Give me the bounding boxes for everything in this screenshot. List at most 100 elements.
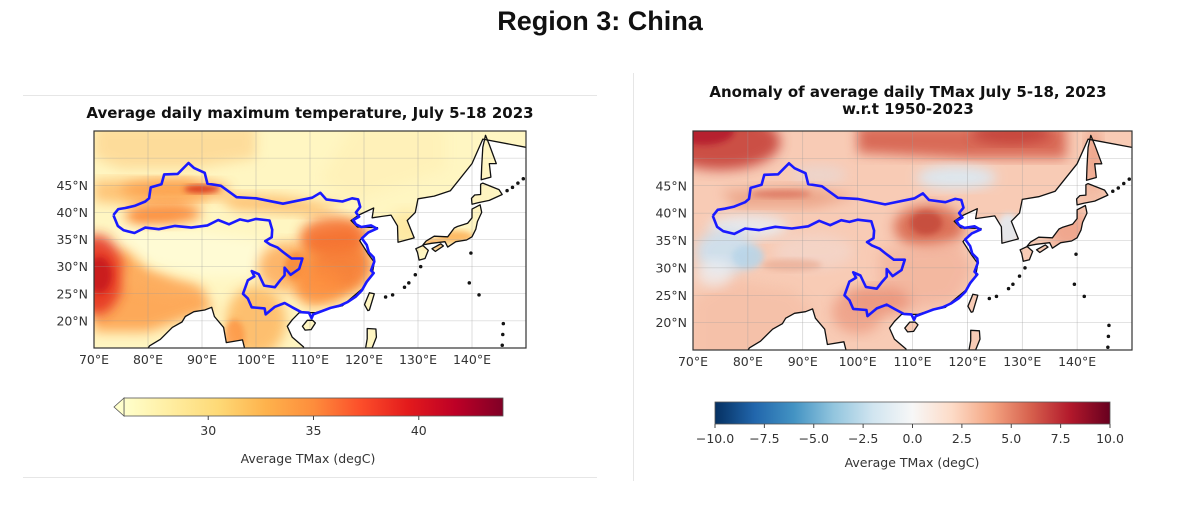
tmax-map: 70°E 80°E 90°E 100°E 110°E 120°E 130°E 140°E 45°…	[56, 130, 527, 367]
y-tick-label: 30°N	[56, 259, 88, 274]
field-patch	[761, 259, 822, 272]
colorbar-tick-label: −2.5	[848, 431, 878, 446]
colorbar-tick-label: 2.5	[952, 431, 972, 446]
island-dot	[501, 332, 505, 337]
island-dot	[390, 293, 395, 297]
anomaly-map: 70°E 80°E 90°E 100°E 110°E 120°E 130°E 140°E 45°…	[655, 130, 1133, 369]
field-patch	[750, 189, 811, 198]
x-tick-label: 120°E	[345, 352, 383, 367]
island-dot	[407, 281, 411, 285]
y-tick-label: 20°N	[56, 313, 88, 328]
anomaly-colorbar: −10.0 −7.5 −5.0 −2.5 0.0 2.5 5.0 7.5 10.0	[696, 401, 1124, 446]
y-tick-label: 40°N	[56, 205, 88, 220]
x-tick-label: 80°E	[733, 354, 763, 369]
island-dot	[1006, 286, 1011, 291]
coastline-island	[1035, 244, 1049, 254]
island-dot	[477, 293, 481, 297]
island-dot	[1107, 323, 1111, 328]
colorbar-tick-label: 0.0	[903, 431, 923, 446]
island-dot	[1017, 274, 1022, 278]
x-tick-label: 130°E	[399, 352, 437, 367]
coastline-island	[431, 243, 445, 253]
island-dot	[521, 176, 526, 181]
y-tick-label: 20°N	[655, 315, 687, 330]
right-chart-subtitle: w.r.t 1950-2023	[842, 100, 974, 118]
coastline-island	[904, 321, 919, 333]
colorbar-tick-label: 40	[411, 423, 427, 438]
island-dot	[413, 273, 418, 277]
x-tick-label: 140°E	[453, 352, 491, 367]
x-tick-label: 130°E	[1003, 354, 1041, 369]
map-frame	[692, 130, 1133, 351]
island-dot	[1111, 189, 1115, 193]
field-patch	[126, 266, 202, 300]
island-dot	[1023, 266, 1027, 270]
panel-divider	[633, 73, 634, 481]
colorbar-tick-label: 5.0	[1001, 431, 1021, 446]
right-chart-title: Anomaly of average daily TMax July 5-18,…	[709, 83, 1107, 101]
island-dot	[469, 251, 473, 255]
field-patch	[791, 164, 848, 185]
map-frame	[93, 130, 527, 349]
y-tick-label: 45°N	[655, 178, 687, 193]
colorbar-tick-label: −7.5	[749, 431, 779, 446]
tmax-colorbar: 30 35 40	[113, 397, 504, 438]
coastline-island	[968, 329, 981, 350]
colorbar-extend-min-arrow	[113, 397, 125, 417]
island-dot	[500, 343, 504, 348]
island-dot	[1122, 181, 1126, 186]
x-tick-label: 140°E	[1058, 354, 1096, 369]
colorbar-gradient	[714, 401, 1111, 425]
island-dot	[1127, 177, 1132, 181]
y-tick-label: 35°N	[56, 232, 88, 247]
colorbar-tick-label: 30	[200, 423, 216, 438]
left-chart-title: Average daily maximum temperature, July …	[86, 104, 534, 122]
island-dot	[1106, 345, 1110, 350]
coastline-island	[480, 134, 497, 181]
china-region-outline	[112, 161, 379, 320]
colorbar-tick-label: −10.0	[696, 431, 734, 446]
coastline-island	[1085, 134, 1103, 181]
coastline-island	[364, 327, 378, 348]
island-dot	[1074, 252, 1078, 256]
left-panel-top-rule	[23, 95, 597, 96]
colorbar-gradient	[123, 397, 504, 417]
y-tick-label: 40°N	[655, 206, 687, 221]
island-dot	[1082, 294, 1087, 299]
island-dot	[510, 185, 515, 190]
x-tick-label: 110°E	[893, 354, 931, 369]
island-dot	[467, 281, 472, 285]
island-dot	[994, 294, 999, 299]
x-tick-label: 110°E	[291, 352, 329, 367]
field-patch	[298, 266, 343, 299]
coastline-island	[967, 293, 979, 313]
island-dot	[383, 295, 388, 299]
island-dot	[1116, 186, 1121, 190]
colorbar-tick-label: 10.0	[1096, 431, 1124, 446]
coastline-island	[1019, 245, 1034, 262]
coastline-island	[1026, 204, 1088, 249]
island-dot	[418, 264, 423, 269]
x-tick-label: 100°E	[839, 354, 877, 369]
field-patch	[971, 131, 1052, 144]
field-tibetan-plateau	[115, 228, 273, 278]
china-region-outline	[711, 162, 982, 322]
field-patch	[224, 319, 245, 348]
colorbar-tick-label: −5.0	[799, 431, 829, 446]
island-dot	[1072, 282, 1077, 287]
x-tick-label: 120°E	[948, 354, 986, 369]
field-tarim-basin	[126, 202, 202, 227]
colorbar-tick-label: 35	[306, 423, 322, 438]
x-tick-label: 70°E	[678, 354, 708, 369]
field-anomaly-cool-mongolia	[916, 165, 997, 190]
x-tick-label: 80°E	[133, 352, 163, 367]
y-tick-label: 25°N	[655, 288, 687, 303]
field-patch	[120, 179, 230, 200]
y-tick-label: 35°N	[655, 233, 687, 248]
field-patch	[94, 256, 112, 293]
x-tick-label: 100°E	[237, 352, 275, 367]
coastline-island	[301, 319, 317, 331]
y-tick-label: 30°N	[655, 260, 687, 275]
x-tick-label: 90°E	[788, 354, 818, 369]
